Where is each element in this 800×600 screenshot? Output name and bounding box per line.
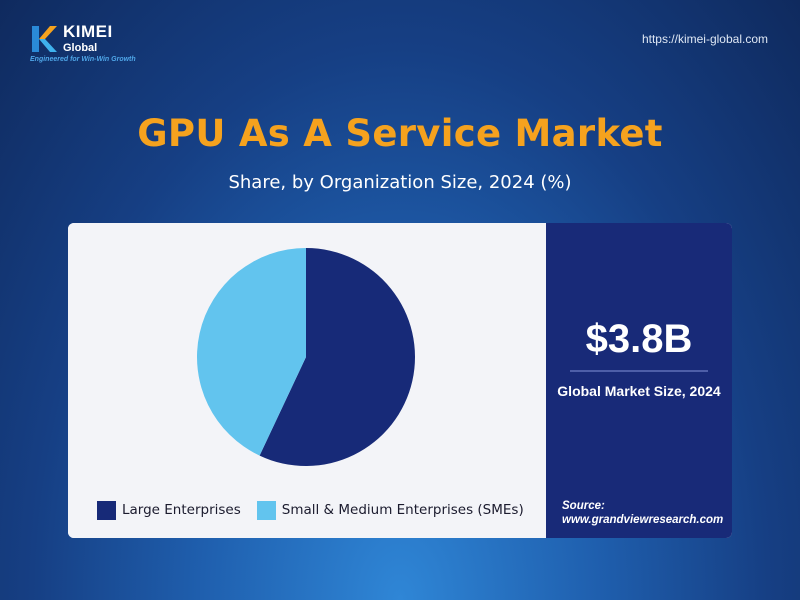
brand-logo: KIMEI Global Engineered for Win-Win Grow… [30,22,190,66]
market-size-panel: $3.8B Global Market Size, 2024 Source: w… [546,223,732,538]
chart-card: Large Enterprises Small & Medium Enterpr… [68,223,732,538]
source-label: Source: [562,500,605,512]
pie-slice-large-enterprises [259,248,415,466]
brand-tagline: Engineered for Win-Win Growth [30,56,136,63]
legend-item-sme: Small & Medium Enterprises (SMEs) [256,500,524,520]
value-divider [570,370,708,372]
legend-swatch-large [97,500,116,520]
brand-sub: Global [63,42,98,54]
chart-legend: Large Enterprises Small & Medium Enterpr… [97,498,540,522]
pie-slice-smes [196,248,306,456]
legend-swatch-sme [256,500,276,520]
market-size-value: $3.8B [585,317,693,361]
chart-panel: Large Enterprises Small & Medium Enterpr… [68,223,546,538]
market-size-label: Global Market Size, 2024 [557,383,721,399]
legend-label-sme: Small & Medium Enterprises (SMEs) [281,502,524,518]
legend-label-large: Large Enterprises [122,502,241,518]
chart-subtitle: Share, by Organization Size, 2024 (%) [228,172,572,193]
kimei-logo-icon [32,26,57,52]
brand-name: KIMEI [63,22,113,41]
site-url-link[interactable]: https://kimei-global.com [641,32,768,46]
legend-item-large: Large Enterprises [97,500,241,520]
pie-chart [196,248,415,466]
source-url: www.grandviewresearch.com [562,514,724,526]
chart-title: GPU As A Service Market [137,112,663,155]
